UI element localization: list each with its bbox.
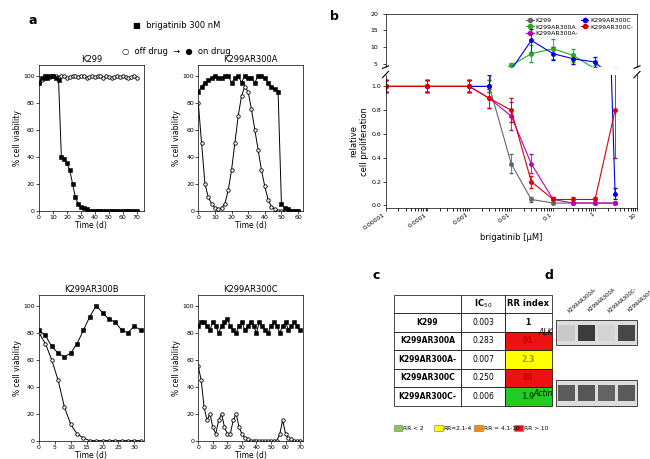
- Bar: [394, 369, 462, 387]
- Text: K299AR300A-: K299AR300A-: [567, 287, 597, 313]
- Bar: [598, 325, 616, 341]
- Bar: [462, 313, 505, 332]
- Text: d: d: [544, 269, 553, 282]
- X-axis label: Time (d): Time (d): [75, 221, 107, 230]
- Text: 0.250: 0.250: [472, 374, 494, 382]
- Text: K299AR300A: K299AR300A: [400, 336, 455, 345]
- Text: Actin: Actin: [534, 388, 553, 397]
- Bar: [394, 350, 462, 369]
- X-axis label: brigatinib [μM]: brigatinib [μM]: [480, 233, 543, 242]
- Bar: [394, 387, 462, 406]
- Y-axis label: relative
cell proliferation: relative cell proliferation: [349, 107, 369, 176]
- X-axis label: Time (d): Time (d): [235, 221, 266, 230]
- Text: 2.3: 2.3: [521, 355, 535, 364]
- Text: K299AR300C-: K299AR300C-: [398, 392, 456, 401]
- Text: ALK: ALK: [539, 328, 553, 337]
- Bar: [505, 387, 552, 406]
- Y-axis label: % cell viability: % cell viability: [172, 340, 181, 396]
- Bar: [556, 381, 637, 406]
- Bar: [558, 385, 575, 401]
- Text: b: b: [330, 10, 339, 22]
- Bar: [505, 313, 552, 332]
- Title: K299AR300A: K299AR300A: [224, 55, 278, 64]
- Text: K299AR300C: K299AR300C: [627, 287, 650, 313]
- Bar: [505, 350, 552, 369]
- Y-axis label: % cell viability: % cell viability: [13, 340, 22, 396]
- Text: 1.9: 1.9: [521, 392, 535, 401]
- Bar: [434, 425, 443, 431]
- Text: K299AR300A-: K299AR300A-: [398, 355, 456, 364]
- Bar: [598, 385, 616, 401]
- Bar: [578, 385, 595, 401]
- Text: RR index: RR index: [507, 299, 549, 308]
- Bar: [462, 295, 505, 313]
- Bar: [462, 387, 505, 406]
- Text: ○  off drug  →  ●  on drug: ○ off drug → ● on drug: [122, 47, 231, 56]
- Text: 0.007: 0.007: [472, 355, 494, 364]
- Text: 1: 1: [526, 318, 531, 327]
- Bar: [558, 325, 575, 341]
- Bar: [578, 325, 595, 341]
- Text: RR < 2: RR < 2: [403, 425, 424, 431]
- Bar: [515, 425, 523, 431]
- Text: 80: 80: [523, 374, 534, 382]
- Text: 0.006: 0.006: [472, 392, 494, 401]
- Title: K299AR300C: K299AR300C: [224, 285, 278, 294]
- Text: K299AR300A: K299AR300A: [587, 287, 616, 313]
- Bar: [556, 320, 637, 345]
- Legend: K299, K299AR300A, K299AR300A-, K299AR300C, K299AR300C-: K299, K299AR300A, K299AR300A-, K299AR300…: [526, 17, 634, 37]
- Text: 0.283: 0.283: [473, 336, 494, 345]
- Text: 91: 91: [523, 336, 534, 345]
- Text: RR=2.1-4: RR=2.1-4: [443, 425, 472, 431]
- Text: IC$_{50}$: IC$_{50}$: [474, 297, 492, 310]
- Title: K299AR300B: K299AR300B: [64, 285, 119, 294]
- Text: RR = 4.1-10: RR = 4.1-10: [484, 425, 519, 431]
- X-axis label: Time (d): Time (d): [75, 451, 107, 459]
- Text: K299AR300C-: K299AR300C-: [607, 287, 638, 314]
- Title: K299: K299: [81, 55, 102, 64]
- Bar: [505, 295, 552, 313]
- Bar: [394, 425, 402, 431]
- Bar: [474, 425, 483, 431]
- Text: K299AR300C: K299AR300C: [400, 374, 455, 382]
- Bar: [505, 369, 552, 387]
- Text: a: a: [29, 14, 37, 27]
- Bar: [394, 295, 462, 313]
- Bar: [462, 350, 505, 369]
- Bar: [505, 332, 552, 350]
- Bar: [618, 325, 636, 341]
- Bar: [618, 385, 636, 401]
- Bar: [394, 332, 462, 350]
- Bar: [462, 369, 505, 387]
- Y-axis label: % cell viability: % cell viability: [13, 110, 22, 166]
- Bar: [394, 313, 462, 332]
- Text: RR > 10: RR > 10: [524, 425, 549, 431]
- Y-axis label: % cell viability: % cell viability: [172, 110, 181, 166]
- Text: ■  brigatinib 300 nM: ■ brigatinib 300 nM: [133, 22, 220, 30]
- Text: K299: K299: [417, 318, 438, 327]
- Text: c: c: [372, 269, 380, 282]
- Bar: [462, 332, 505, 350]
- X-axis label: Time (d): Time (d): [235, 451, 266, 459]
- Text: 0.003: 0.003: [472, 318, 494, 327]
